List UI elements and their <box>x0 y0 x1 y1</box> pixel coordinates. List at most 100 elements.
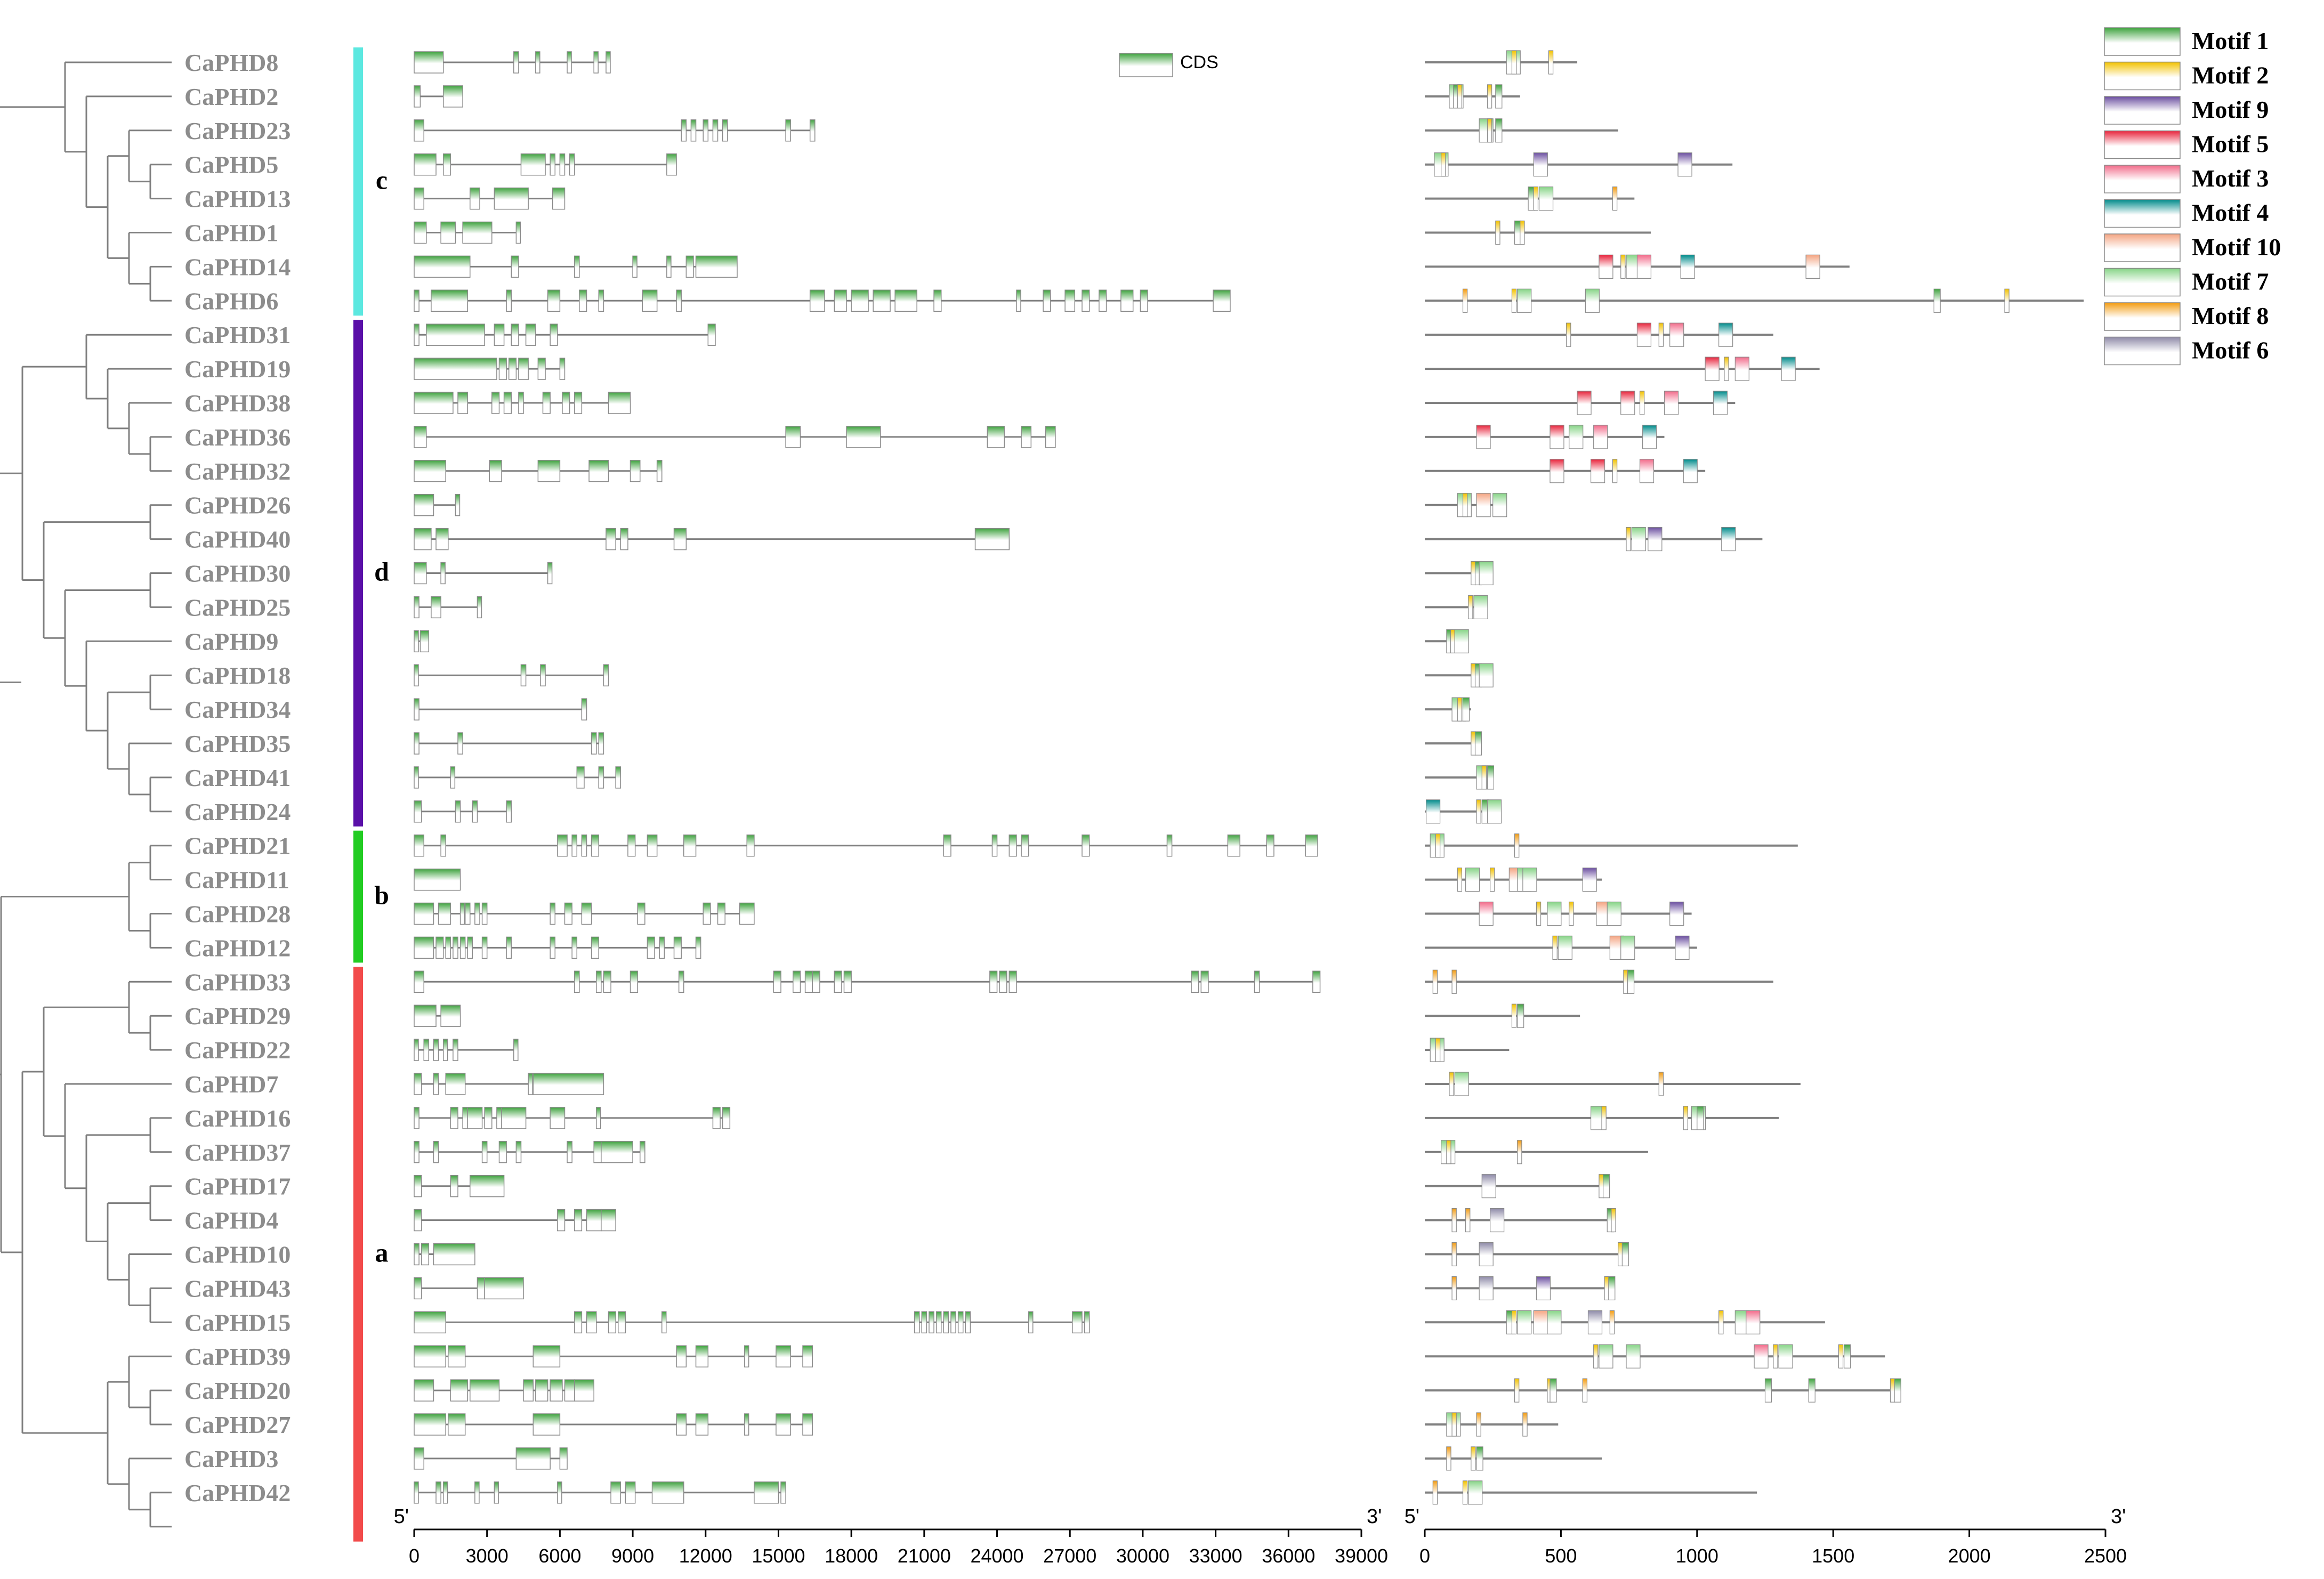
cds-exon <box>965 1311 971 1334</box>
motif-8 <box>1462 288 1468 313</box>
gene-label: CaPHD29 <box>184 1002 290 1030</box>
cds-exon <box>414 289 419 312</box>
cds-exon <box>414 119 424 142</box>
gene-structure-panel <box>414 51 1321 1504</box>
motif-1 <box>1627 969 1635 994</box>
subfamily-bars: c d b a <box>353 47 389 1542</box>
motif-8 <box>1514 833 1520 858</box>
cds-exon <box>550 153 556 176</box>
cds-exon <box>717 902 725 925</box>
gene-label: CaPHD25 <box>184 594 290 621</box>
cds-exon <box>453 1039 458 1061</box>
gene-label: CaPHD6 <box>184 287 278 314</box>
gene-label: CaPHD13 <box>184 185 290 213</box>
cds-exon <box>564 1379 575 1402</box>
cds-exon <box>673 528 687 550</box>
motif-7 <box>1473 595 1488 620</box>
motif-2 <box>1718 1310 1724 1334</box>
cds-exon <box>518 358 529 380</box>
cds-exon <box>1312 970 1321 993</box>
cds-exon <box>804 970 813 993</box>
cds-exon <box>851 289 869 312</box>
cds-exon <box>1043 289 1051 312</box>
motif-2 <box>1471 663 1476 687</box>
cds-exon <box>481 936 488 959</box>
cds-exon <box>754 1481 779 1504</box>
cds-exon <box>812 970 820 993</box>
cds-exon <box>453 936 458 959</box>
motif-legend-label: Motif 7 <box>2192 268 2269 295</box>
gene-label: CaPHD28 <box>184 901 290 928</box>
cds-exon <box>695 1413 709 1436</box>
motif-legend-label: Motif 9 <box>2192 96 2269 123</box>
cds-exon <box>1082 834 1090 857</box>
motif-2 <box>1471 731 1476 756</box>
cds-exon <box>695 255 738 278</box>
cds-exon <box>498 358 507 380</box>
cds-exon <box>843 970 852 993</box>
cds-exon <box>678 970 684 993</box>
tick-label: 2000 <box>1948 1545 1991 1567</box>
motif-4 <box>1425 799 1441 824</box>
cds-exon <box>676 1345 687 1367</box>
motif-8 <box>1446 1446 1451 1471</box>
cds-exon <box>571 834 578 857</box>
motif-legend-label: Motif 10 <box>2192 233 2281 261</box>
cds-exon <box>603 664 609 686</box>
cds-exon <box>550 323 558 346</box>
cds-exon <box>414 392 454 414</box>
motif-6 <box>1481 1174 1496 1199</box>
cds-exon <box>776 1345 791 1367</box>
cds-exon <box>617 1311 626 1334</box>
subfamily-label: a <box>375 1238 389 1268</box>
cds-exon <box>414 1345 446 1367</box>
motif-7 <box>1487 799 1502 824</box>
cds-exon <box>414 800 422 823</box>
motif-7 <box>1479 561 1494 586</box>
motif-4 <box>1721 527 1736 552</box>
motif-7 <box>1620 935 1635 960</box>
cds-exon <box>642 289 658 312</box>
gene-label: CaPHD26 <box>184 492 290 519</box>
cds-exon <box>550 936 556 959</box>
cds-exon <box>484 1277 524 1300</box>
motif-legend-swatch <box>2104 233 2181 262</box>
motif-panel <box>1425 50 2084 1505</box>
gene-label: CaPHD30 <box>184 560 290 587</box>
motif-6 <box>1479 1276 1494 1300</box>
motif-2 <box>1599 1174 1604 1199</box>
cds-exon <box>957 1311 964 1334</box>
cds-exon <box>442 85 463 108</box>
cds-exon <box>532 1413 561 1436</box>
motif-legend-swatch <box>2104 96 2181 125</box>
motif-9 <box>1648 527 1663 552</box>
cds-exon <box>1021 834 1029 857</box>
cds-exon <box>472 800 478 823</box>
motif-2 <box>1435 1038 1441 1062</box>
cds-exon <box>586 1311 597 1334</box>
cds-exon <box>414 834 424 857</box>
cds-exon <box>676 1413 687 1436</box>
motif-5 <box>1636 322 1652 347</box>
cds-exon <box>542 392 551 414</box>
cds-exon <box>547 562 553 585</box>
cds-exon <box>450 766 456 789</box>
cds-exon <box>574 1311 583 1334</box>
motif-1 <box>1517 1003 1524 1028</box>
gene-label: CaPHD39 <box>184 1343 290 1370</box>
cds-exon <box>448 1413 466 1436</box>
gene-label: CaPHD23 <box>184 117 290 144</box>
cds-exon <box>448 1345 466 1367</box>
cds-exon <box>1021 426 1032 448</box>
cds-exon <box>574 392 583 414</box>
cds-exon <box>450 1379 468 1402</box>
motif-1 <box>1495 118 1503 143</box>
motif-2 <box>1552 935 1558 960</box>
cds-exon <box>746 834 755 857</box>
motif-2 <box>1487 84 1492 109</box>
cds-exon <box>457 392 468 414</box>
cds-exon <box>414 1311 446 1334</box>
cds-exon <box>595 970 602 993</box>
cds-exon <box>627 834 636 857</box>
motif-7 <box>1454 1072 1469 1096</box>
